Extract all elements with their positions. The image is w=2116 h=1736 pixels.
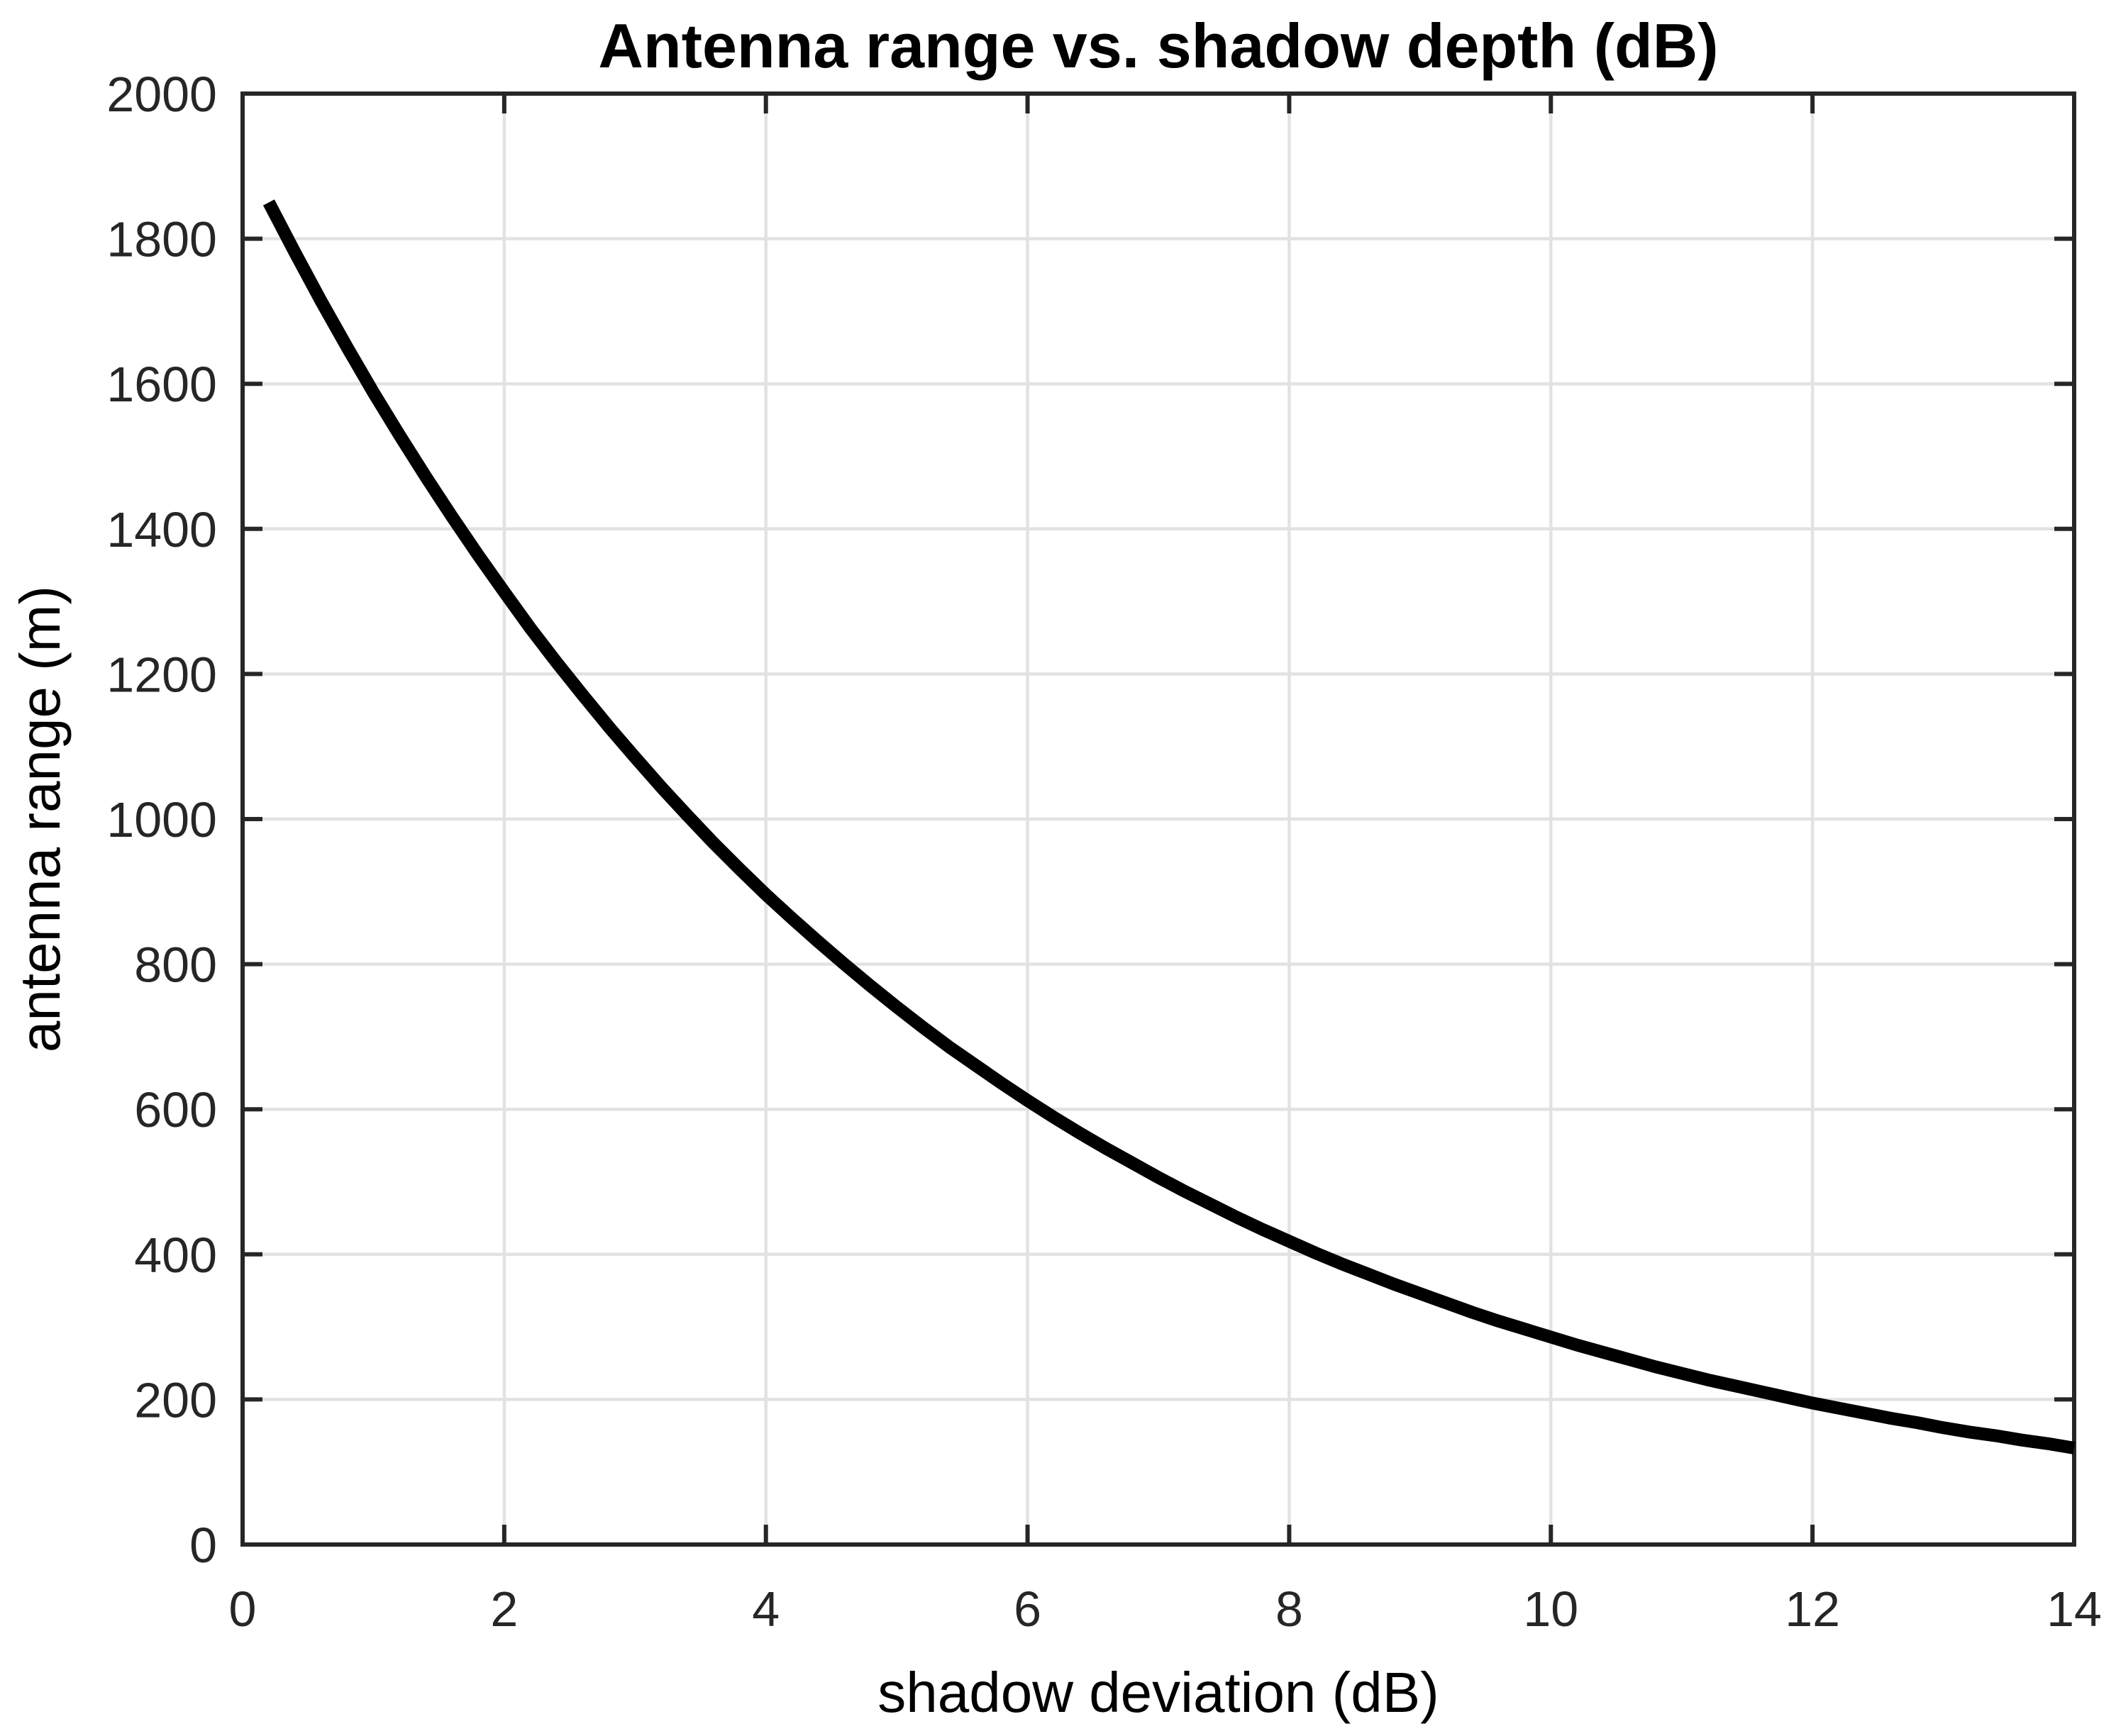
plot-area: 0 2 4 6 8 10 12 14 0 200 400 600 800 1000 1200 1400 1600… (106, 67, 2102, 1637)
x-axis-label: shadow deviation (dB) (877, 1661, 1439, 1724)
y-tick-label: 1800 (106, 212, 217, 267)
y-tick-label: 1000 (106, 792, 217, 847)
y-tick-label: 2000 (106, 67, 217, 122)
x-tick-label: 6 (1014, 1581, 1041, 1637)
y-tick-label: 1600 (106, 357, 217, 412)
y-tick-label: 1200 (106, 647, 217, 702)
x-tick-label: 12 (1785, 1581, 1840, 1637)
y-tick-label: 600 (134, 1082, 217, 1137)
x-tick-label: 2 (490, 1581, 518, 1637)
y-tick-label: 0 (189, 1518, 217, 1573)
data-curve (262, 199, 2076, 1454)
x-tick-label: 14 (2046, 1581, 2102, 1637)
y-tick-label: 800 (134, 937, 217, 993)
x-tick-label: 0 (229, 1581, 257, 1637)
y-tick-label: 400 (134, 1228, 217, 1283)
x-tick-label: 8 (1275, 1581, 1303, 1637)
y-tick-label: 1400 (106, 502, 217, 557)
x-tick-label: 10 (1523, 1581, 1578, 1637)
y-axis-label: antenna range (m) (9, 586, 72, 1052)
x-tick-label: 4 (752, 1581, 780, 1637)
y-tick-label: 200 (134, 1372, 217, 1428)
chart-title: Antenna range vs. shadow depth (dB) (598, 11, 1718, 81)
